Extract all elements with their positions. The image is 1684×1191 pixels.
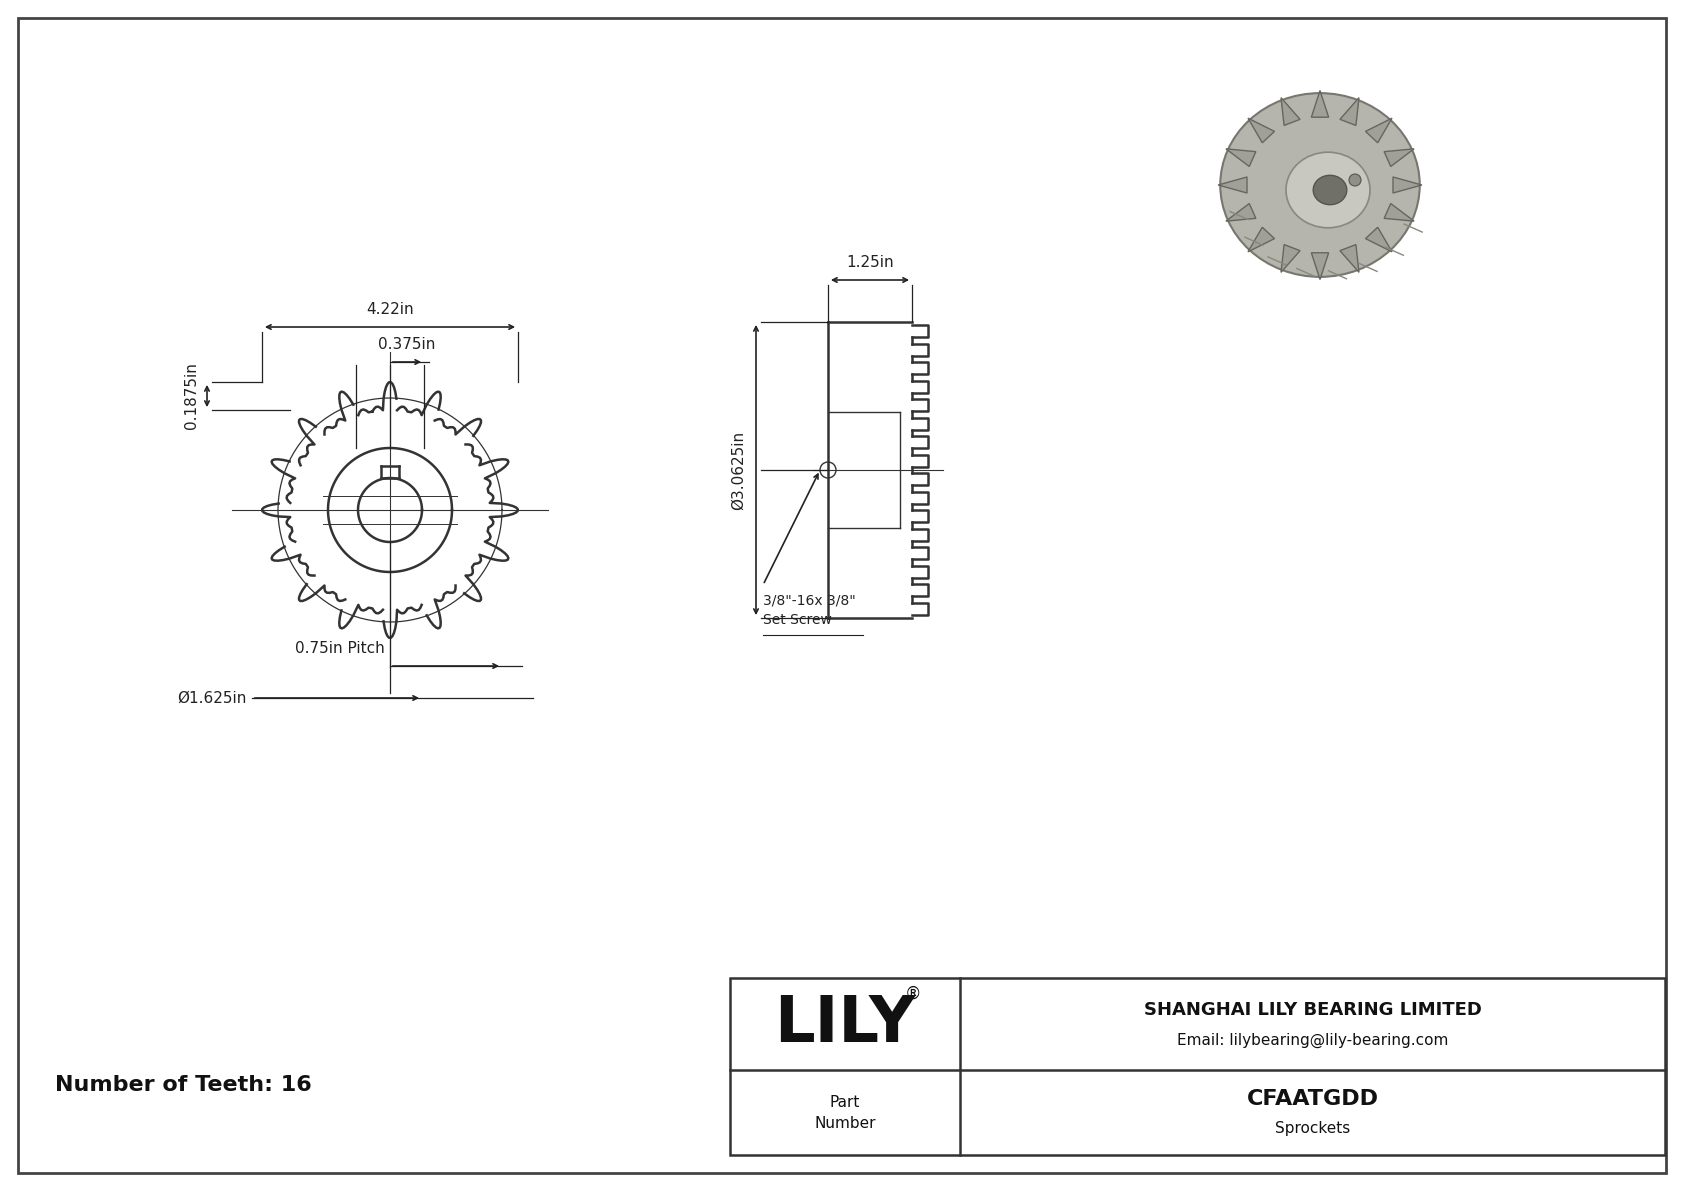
Text: Sprockets: Sprockets: [1275, 1121, 1351, 1136]
Text: Ø1.625in: Ø1.625in: [177, 691, 248, 705]
Polygon shape: [1248, 227, 1275, 251]
Ellipse shape: [1221, 93, 1420, 276]
Polygon shape: [1384, 204, 1415, 222]
Polygon shape: [1248, 118, 1275, 143]
Text: 0.75in Pitch: 0.75in Pitch: [295, 641, 386, 656]
Text: 0.1875in: 0.1875in: [184, 362, 199, 430]
Text: Number of Teeth: 16: Number of Teeth: 16: [56, 1075, 312, 1095]
Polygon shape: [1312, 252, 1329, 280]
Text: ®: ®: [904, 985, 921, 1003]
Text: Ø3.0625in: Ø3.0625in: [731, 430, 746, 510]
Polygon shape: [1312, 91, 1329, 117]
Polygon shape: [1218, 177, 1248, 193]
Text: 0.375in: 0.375in: [379, 337, 436, 353]
Circle shape: [1349, 174, 1361, 186]
Polygon shape: [1366, 227, 1393, 251]
Polygon shape: [1282, 98, 1300, 125]
Polygon shape: [1393, 177, 1421, 193]
Bar: [729, 978, 1665, 1155]
Text: LILY: LILY: [775, 993, 916, 1055]
Text: SHANGHAI LILY BEARING LIMITED: SHANGHAI LILY BEARING LIMITED: [1143, 1000, 1482, 1019]
Text: 1.25in: 1.25in: [845, 255, 894, 270]
Polygon shape: [1340, 98, 1359, 125]
Polygon shape: [1366, 118, 1393, 143]
Polygon shape: [1226, 149, 1256, 167]
Ellipse shape: [1314, 175, 1347, 205]
Text: Part
Number: Part Number: [815, 1095, 876, 1130]
Polygon shape: [1226, 204, 1256, 222]
Text: 3/8"-16x 3/8": 3/8"-16x 3/8": [763, 593, 855, 607]
Polygon shape: [1384, 149, 1415, 167]
Text: 4.22in: 4.22in: [365, 303, 414, 317]
Text: CFAATGDD: CFAATGDD: [1246, 1089, 1379, 1109]
Text: Email: lilybearing@lily-bearing.com: Email: lilybearing@lily-bearing.com: [1177, 1033, 1448, 1048]
Text: Set Screw: Set Screw: [763, 613, 832, 626]
Polygon shape: [1340, 244, 1359, 273]
Ellipse shape: [1287, 152, 1371, 227]
Polygon shape: [1282, 244, 1300, 273]
